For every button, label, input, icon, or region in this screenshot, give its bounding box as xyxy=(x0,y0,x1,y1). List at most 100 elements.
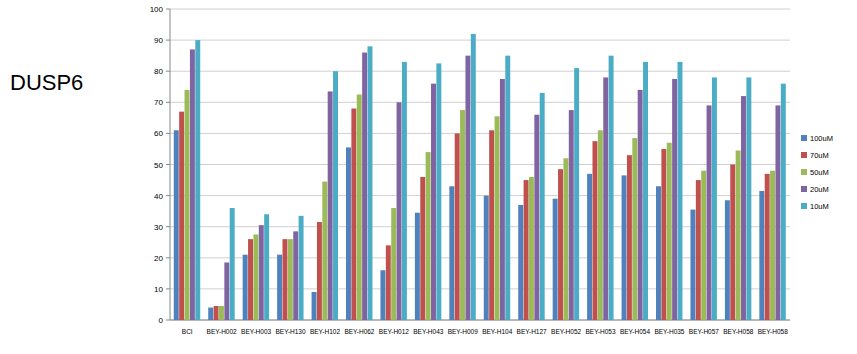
bar xyxy=(415,213,420,320)
bar xyxy=(696,180,701,320)
bar xyxy=(317,222,322,320)
bars xyxy=(174,34,786,320)
bar xyxy=(534,115,539,320)
bar xyxy=(678,62,683,320)
legend-swatch xyxy=(801,152,807,158)
bar xyxy=(214,306,219,320)
x-tick-label: BEY-H104 xyxy=(482,328,512,335)
x-tick-label: BEY-H130 xyxy=(275,328,305,335)
x-tick-label: BEY-H002 xyxy=(207,328,237,335)
bar xyxy=(505,56,510,320)
x-tick-label: BEY-H043 xyxy=(413,328,443,335)
bar xyxy=(253,234,258,320)
bar xyxy=(357,95,362,320)
bar xyxy=(701,171,706,320)
legend-swatch xyxy=(801,186,807,192)
bar xyxy=(730,165,735,321)
bar xyxy=(264,214,269,320)
bar xyxy=(656,186,661,320)
bar xyxy=(219,306,224,320)
chart: DUSP60102030405060708090100BCIBEY-H002BE… xyxy=(0,0,857,354)
y-tick-label: 50 xyxy=(154,161,163,170)
legend-label: 10uM xyxy=(810,202,829,211)
legend-swatch xyxy=(801,169,807,175)
bar xyxy=(558,169,563,320)
y-tick xyxy=(166,164,170,165)
y-tick xyxy=(166,320,170,321)
y-tick xyxy=(166,257,170,258)
bar xyxy=(282,239,287,320)
y-tick-label: 70 xyxy=(154,98,163,107)
bar xyxy=(328,91,333,320)
bar xyxy=(495,116,500,320)
bar xyxy=(455,133,460,320)
bar xyxy=(500,79,505,320)
bar xyxy=(402,62,407,320)
bar xyxy=(248,239,253,320)
bar xyxy=(643,62,648,320)
bar xyxy=(351,109,356,320)
y-tick-label: 30 xyxy=(154,223,163,232)
y-tick-label: 40 xyxy=(154,192,163,201)
bar xyxy=(190,49,195,320)
bar xyxy=(465,56,470,320)
bar xyxy=(312,292,317,320)
y-tick-label: 10 xyxy=(154,285,163,294)
bar xyxy=(185,90,190,320)
bar xyxy=(362,53,367,320)
bar xyxy=(518,205,523,320)
bar xyxy=(288,239,293,320)
bar xyxy=(397,102,402,320)
bar xyxy=(529,177,534,320)
y-axis xyxy=(170,9,171,320)
bar xyxy=(449,186,454,320)
bar xyxy=(368,46,373,320)
y-tick xyxy=(166,102,170,103)
bar xyxy=(380,270,385,320)
x-tick-label: BEY-H127 xyxy=(517,328,547,335)
x-tick-label: BEY-H058 xyxy=(723,328,753,335)
bar xyxy=(195,40,200,320)
title: DUSP6 xyxy=(10,70,83,95)
bar xyxy=(632,138,637,320)
x-tick-label: BEY-H053 xyxy=(585,328,615,335)
grid-line xyxy=(170,40,790,41)
bar xyxy=(426,152,431,320)
bar xyxy=(259,225,264,320)
bar xyxy=(460,110,465,320)
y-tick-label: 80 xyxy=(154,67,163,76)
y-tick-label: 100 xyxy=(150,5,164,14)
y-tick xyxy=(166,40,170,41)
y-tick-label: 0 xyxy=(159,316,164,325)
bar xyxy=(420,177,425,320)
bar xyxy=(598,130,603,320)
bar xyxy=(725,200,730,320)
bar xyxy=(230,208,235,320)
y-tick xyxy=(166,9,170,10)
x-tick-label: BEY-H052 xyxy=(551,328,581,335)
bar xyxy=(587,174,592,320)
legend-label: 20uM xyxy=(810,185,829,194)
grid-line xyxy=(170,164,790,165)
bar xyxy=(746,77,751,320)
y-tick-label: 60 xyxy=(154,129,163,138)
bar xyxy=(661,149,666,320)
bar xyxy=(781,84,786,320)
bar xyxy=(540,93,545,320)
legend-label: 70uM xyxy=(810,151,829,160)
bar xyxy=(759,191,764,320)
bar xyxy=(208,308,213,320)
bar xyxy=(431,84,436,320)
bar xyxy=(524,180,529,320)
x-tick-label: BEY-H062 xyxy=(344,328,374,335)
bar xyxy=(672,79,677,320)
x-tick-label: BEY-H009 xyxy=(448,328,478,335)
bar xyxy=(333,71,338,320)
y-tick xyxy=(166,226,170,227)
bar xyxy=(346,147,351,320)
legend-label: 100uM xyxy=(810,134,833,143)
bar xyxy=(736,151,741,320)
bar xyxy=(436,63,441,320)
bar xyxy=(299,216,304,320)
bar xyxy=(293,231,298,320)
